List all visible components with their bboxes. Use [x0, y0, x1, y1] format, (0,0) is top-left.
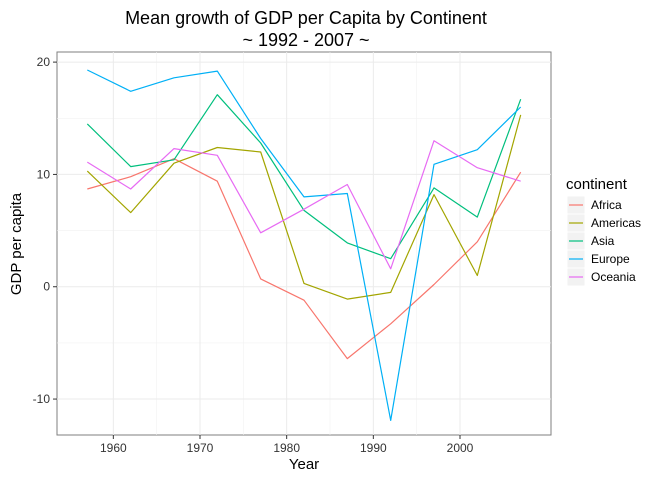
grid-lines	[57, 52, 551, 435]
y-axis: -10 0 10 20	[33, 55, 57, 406]
x-tick-label: 2000	[447, 441, 474, 455]
y-tick-label: 0	[43, 280, 50, 294]
series-lines	[86, 69, 522, 421]
series-line-oceania	[86, 140, 521, 270]
x-axis-title: Year	[289, 456, 319, 473]
chart-subtitle: ~ 1992 - 2007 ~	[242, 30, 369, 50]
x-axis: 1960 1970 1980 1990 2000	[100, 435, 474, 455]
chart-title: Mean growth of GDP per Capita by Contine…	[125, 8, 487, 28]
x-tick-label: 1970	[187, 441, 214, 455]
legend-label-asia: Asia	[591, 234, 615, 248]
legend-label-americas: Americas	[591, 216, 641, 230]
series-line-africa	[87, 158, 522, 360]
x-tick-label: 1960	[100, 441, 127, 455]
x-tick-label: 1990	[360, 441, 387, 455]
legend-label-europe: Europe	[591, 252, 630, 266]
y-tick-label: 20	[37, 55, 51, 69]
y-tick-label: 10	[37, 167, 51, 181]
legend: continent Africa Americas Asia Europe Oceani…	[566, 176, 641, 287]
y-axis-title: GDP per capita	[8, 192, 25, 295]
legend-title: continent	[566, 176, 628, 193]
x-tick-label: 1980	[273, 441, 300, 455]
series-line-europe	[87, 69, 522, 421]
legend-label-africa: Africa	[591, 198, 622, 212]
series-line-americas	[86, 114, 522, 300]
y-tick-label: -10	[33, 392, 51, 406]
legend-label-oceania: Oceania	[591, 270, 636, 284]
plot-panel	[56, 51, 552, 436]
